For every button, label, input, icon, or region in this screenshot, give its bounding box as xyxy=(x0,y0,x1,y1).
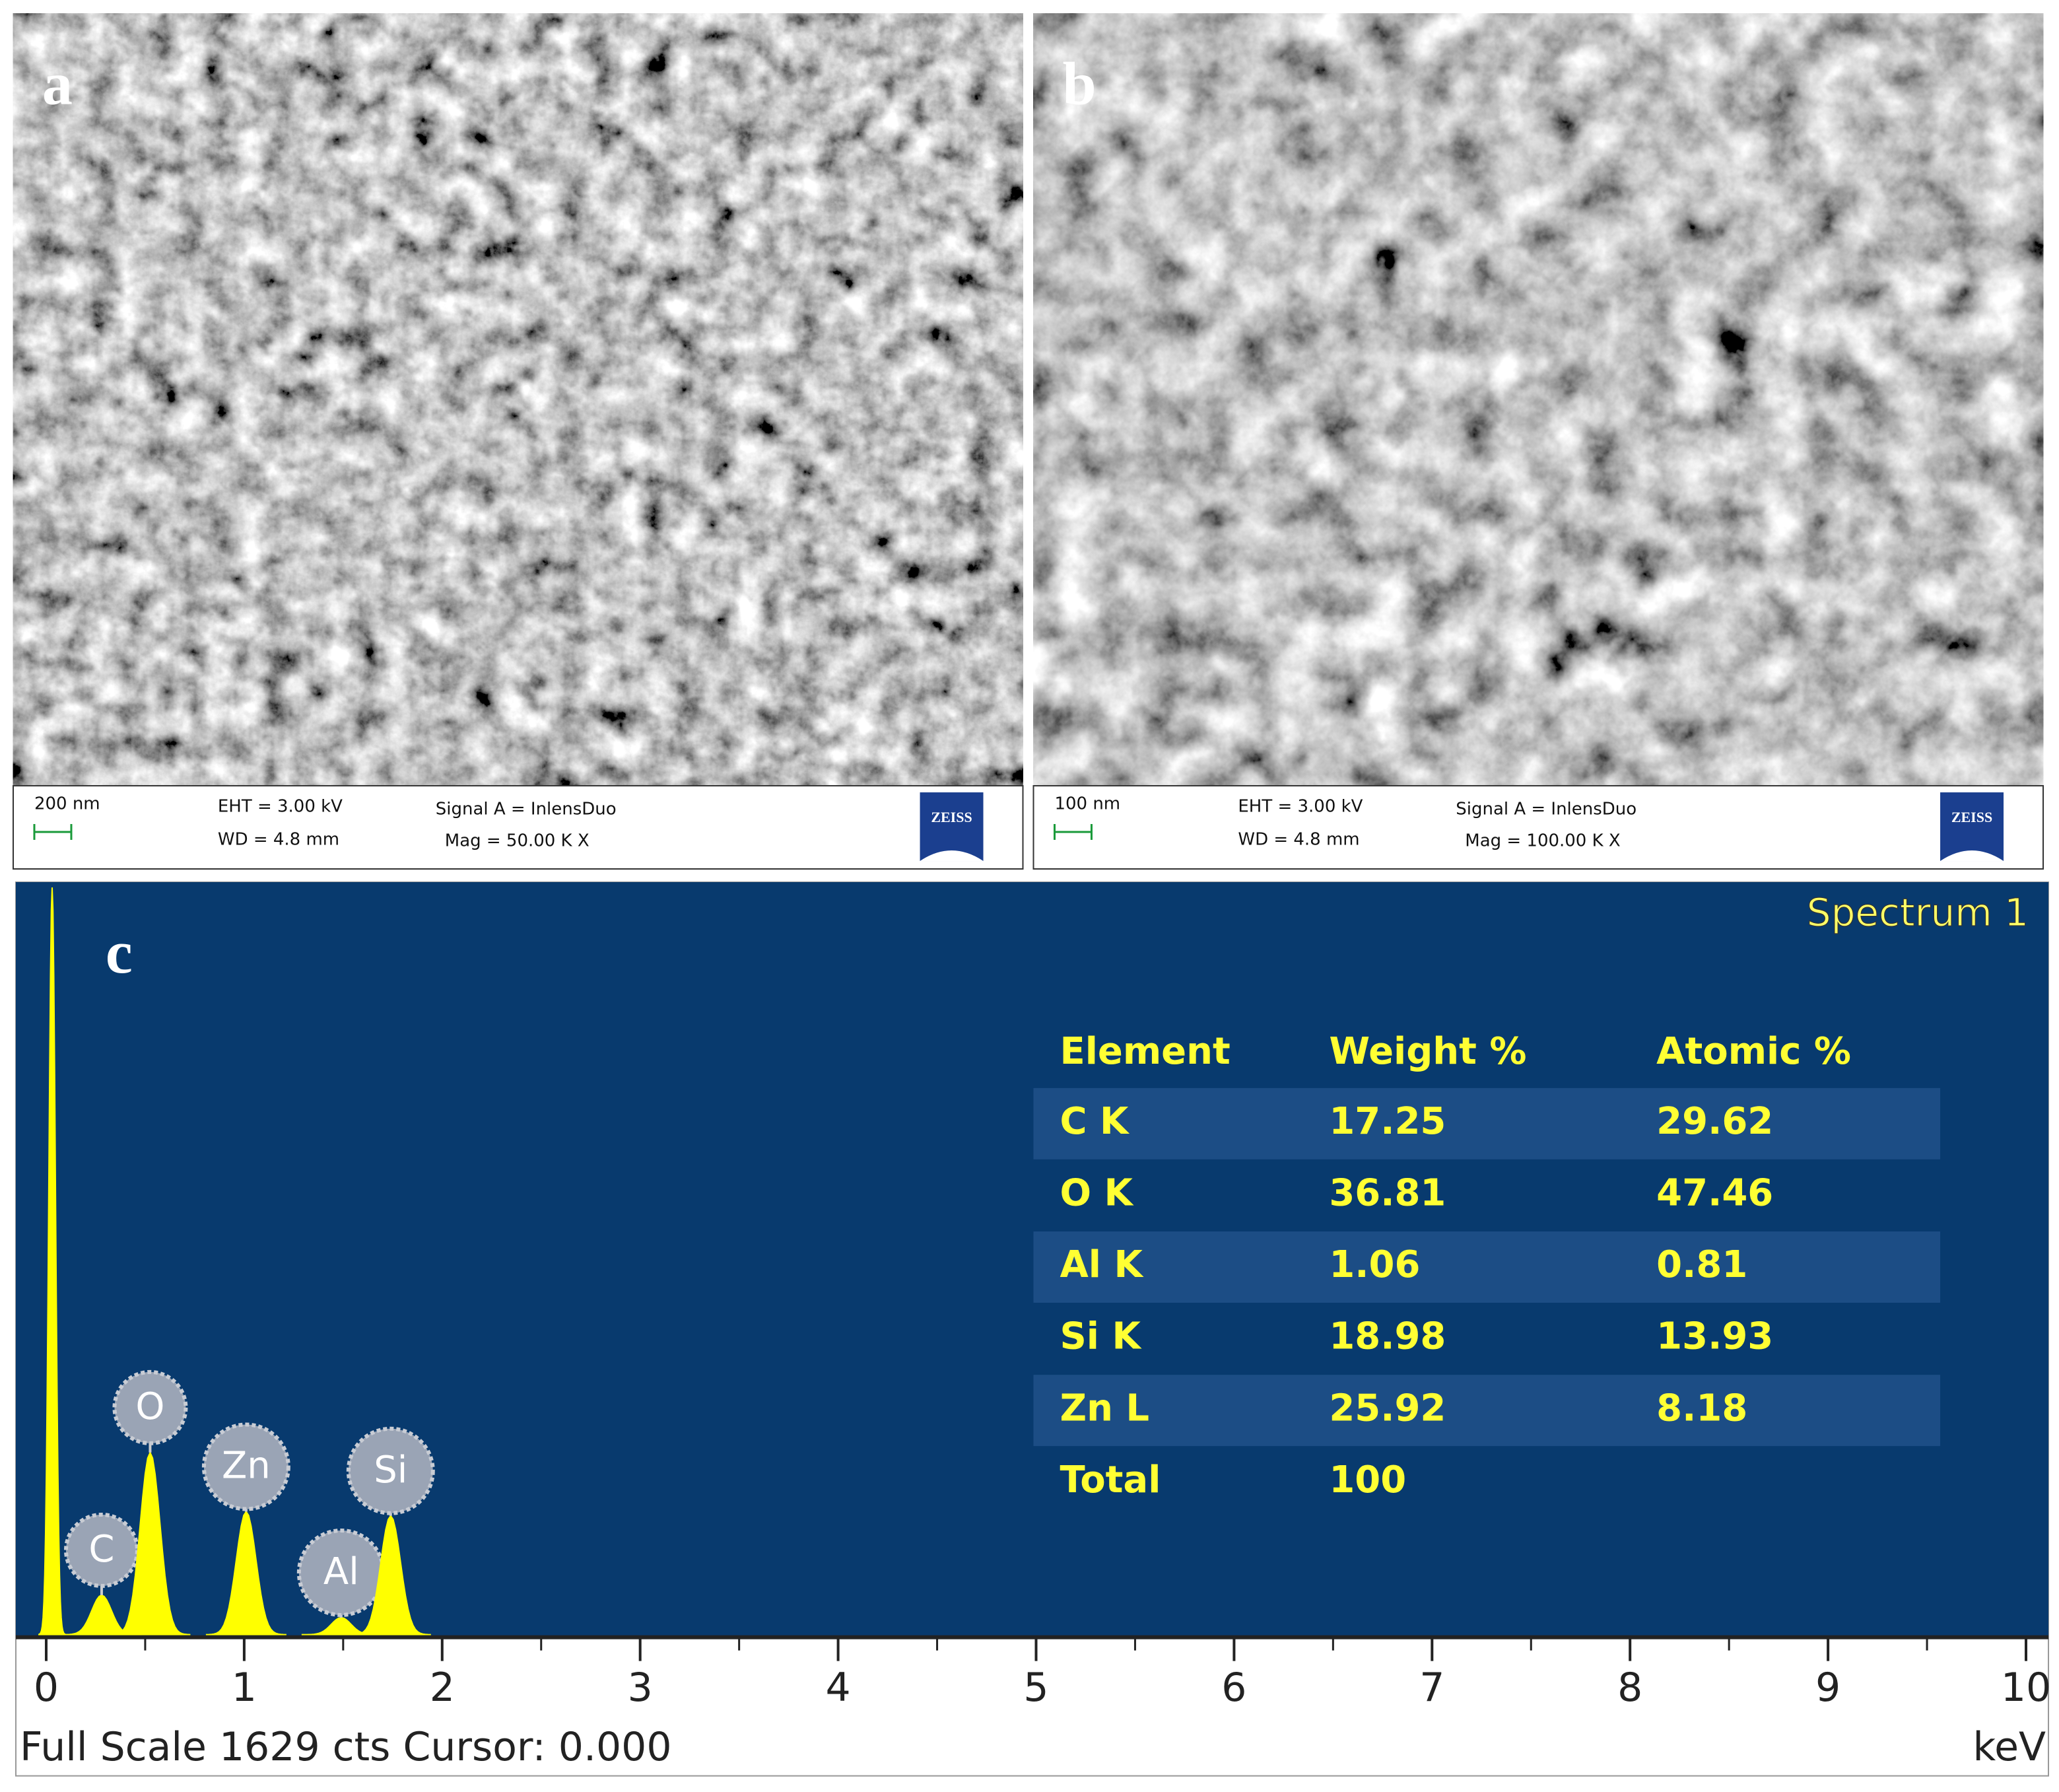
table-stripe xyxy=(1033,1087,1941,1159)
wd: WD = 4.8 mm xyxy=(1238,830,1359,850)
sem-panel: a 200 nm EHT = 3.00 kV WD = 4.8 mm Signal A … xyxy=(12,13,1024,870)
logo: ZEISS xyxy=(1951,809,1992,825)
table-cell: O K xyxy=(1060,1172,1134,1215)
x-tick-label: 5 xyxy=(1023,1665,1048,1711)
panel-label: a xyxy=(42,50,73,118)
peak xyxy=(350,1514,431,1636)
table-cell: 8.18 xyxy=(1656,1387,1747,1430)
mag: Mag = 100.00 K X xyxy=(1465,831,1620,851)
peak-label-bg xyxy=(201,1422,290,1511)
signal: Signal A = InlensDuo xyxy=(1456,800,1637,819)
info-bar xyxy=(1032,785,2044,870)
table-cell: 100 xyxy=(1329,1459,1406,1501)
x-tick-label: 9 xyxy=(1815,1665,1840,1711)
table-cell: Al K xyxy=(1060,1243,1144,1286)
scale-bar-label: 200 nm xyxy=(34,794,100,814)
x-tick-label: 8 xyxy=(1617,1665,1642,1711)
table-cell: Zn L xyxy=(1060,1387,1149,1430)
table-cell: Si K xyxy=(1060,1315,1142,1358)
peak xyxy=(205,1510,287,1636)
wd: WD = 4.8 mm xyxy=(218,830,339,850)
table-cell: 0.81 xyxy=(1656,1243,1747,1286)
x-tick-label: 10 xyxy=(2001,1665,2051,1711)
scale-bar xyxy=(1053,824,1093,841)
peak-label: Si xyxy=(374,1449,407,1492)
table-cell: 18.98 xyxy=(1329,1315,1446,1358)
x-unit: keV xyxy=(1973,1724,2046,1770)
scale-bar-label: 100 nm xyxy=(1054,794,1120,814)
table-cell: 47.46 xyxy=(1656,1172,1773,1215)
table-stripe xyxy=(1033,1231,1941,1303)
info-bar xyxy=(12,785,1024,870)
scale-bar xyxy=(33,824,73,841)
spectrum-title: Spectrum 1 xyxy=(1807,890,2029,935)
table-cell: Total xyxy=(1060,1459,1161,1501)
footer: Full Scale 1629 cts Cursor: 0.000 xyxy=(20,1724,671,1770)
table-cell: C K xyxy=(1060,1100,1130,1143)
x-tick-label: 4 xyxy=(826,1665,851,1711)
panel-label: c xyxy=(106,918,133,986)
table-stripe xyxy=(1033,1375,1941,1447)
x-tick-label: 6 xyxy=(1221,1665,1246,1711)
table-header: Atomic % xyxy=(1656,1030,1851,1073)
x-tick-label: 2 xyxy=(430,1665,455,1711)
peak-label-bg xyxy=(112,1369,188,1445)
table-cell: 29.62 xyxy=(1656,1100,1773,1143)
eht: EHT = 3.00 kV xyxy=(218,797,343,817)
peak-label-bg xyxy=(346,1426,435,1515)
x-tick-label: 3 xyxy=(628,1665,653,1711)
peak-label: O xyxy=(135,1385,164,1428)
table-cell: 13.93 xyxy=(1656,1315,1773,1358)
peak-label: Zn xyxy=(222,1445,271,1488)
sem-image xyxy=(1033,13,2044,786)
logo-curve xyxy=(920,850,984,862)
logo-box xyxy=(920,792,984,862)
x-tick-label: 7 xyxy=(1419,1665,1444,1711)
x-tick-label: 0 xyxy=(34,1665,59,1711)
table-cell: 17.25 xyxy=(1329,1100,1446,1143)
x-tick-label: 1 xyxy=(232,1665,257,1711)
table-cell: 25.92 xyxy=(1329,1387,1446,1430)
logo-box xyxy=(1940,792,2004,862)
eht: EHT = 3.00 kV xyxy=(1238,797,1363,817)
logo: ZEISS xyxy=(931,809,972,825)
peak xyxy=(110,1451,191,1636)
mag: Mag = 50.00 K X xyxy=(445,831,590,851)
table-header: Weight % xyxy=(1329,1030,1526,1073)
table-cell: 1.06 xyxy=(1329,1243,1420,1286)
table-header: Element xyxy=(1060,1030,1230,1073)
sem-panel: b 100 nm EHT = 3.00 kV WD = 4.8 mm Signal A … xyxy=(1032,13,2044,870)
peak-label: Al xyxy=(323,1550,359,1593)
table-cell: 36.81 xyxy=(1329,1172,1446,1215)
panel-label: b xyxy=(1062,50,1096,118)
sem-image xyxy=(13,13,1023,786)
peak-label: C xyxy=(88,1528,114,1571)
signal: Signal A = InlensDuo xyxy=(436,800,617,819)
peak xyxy=(38,887,66,1636)
